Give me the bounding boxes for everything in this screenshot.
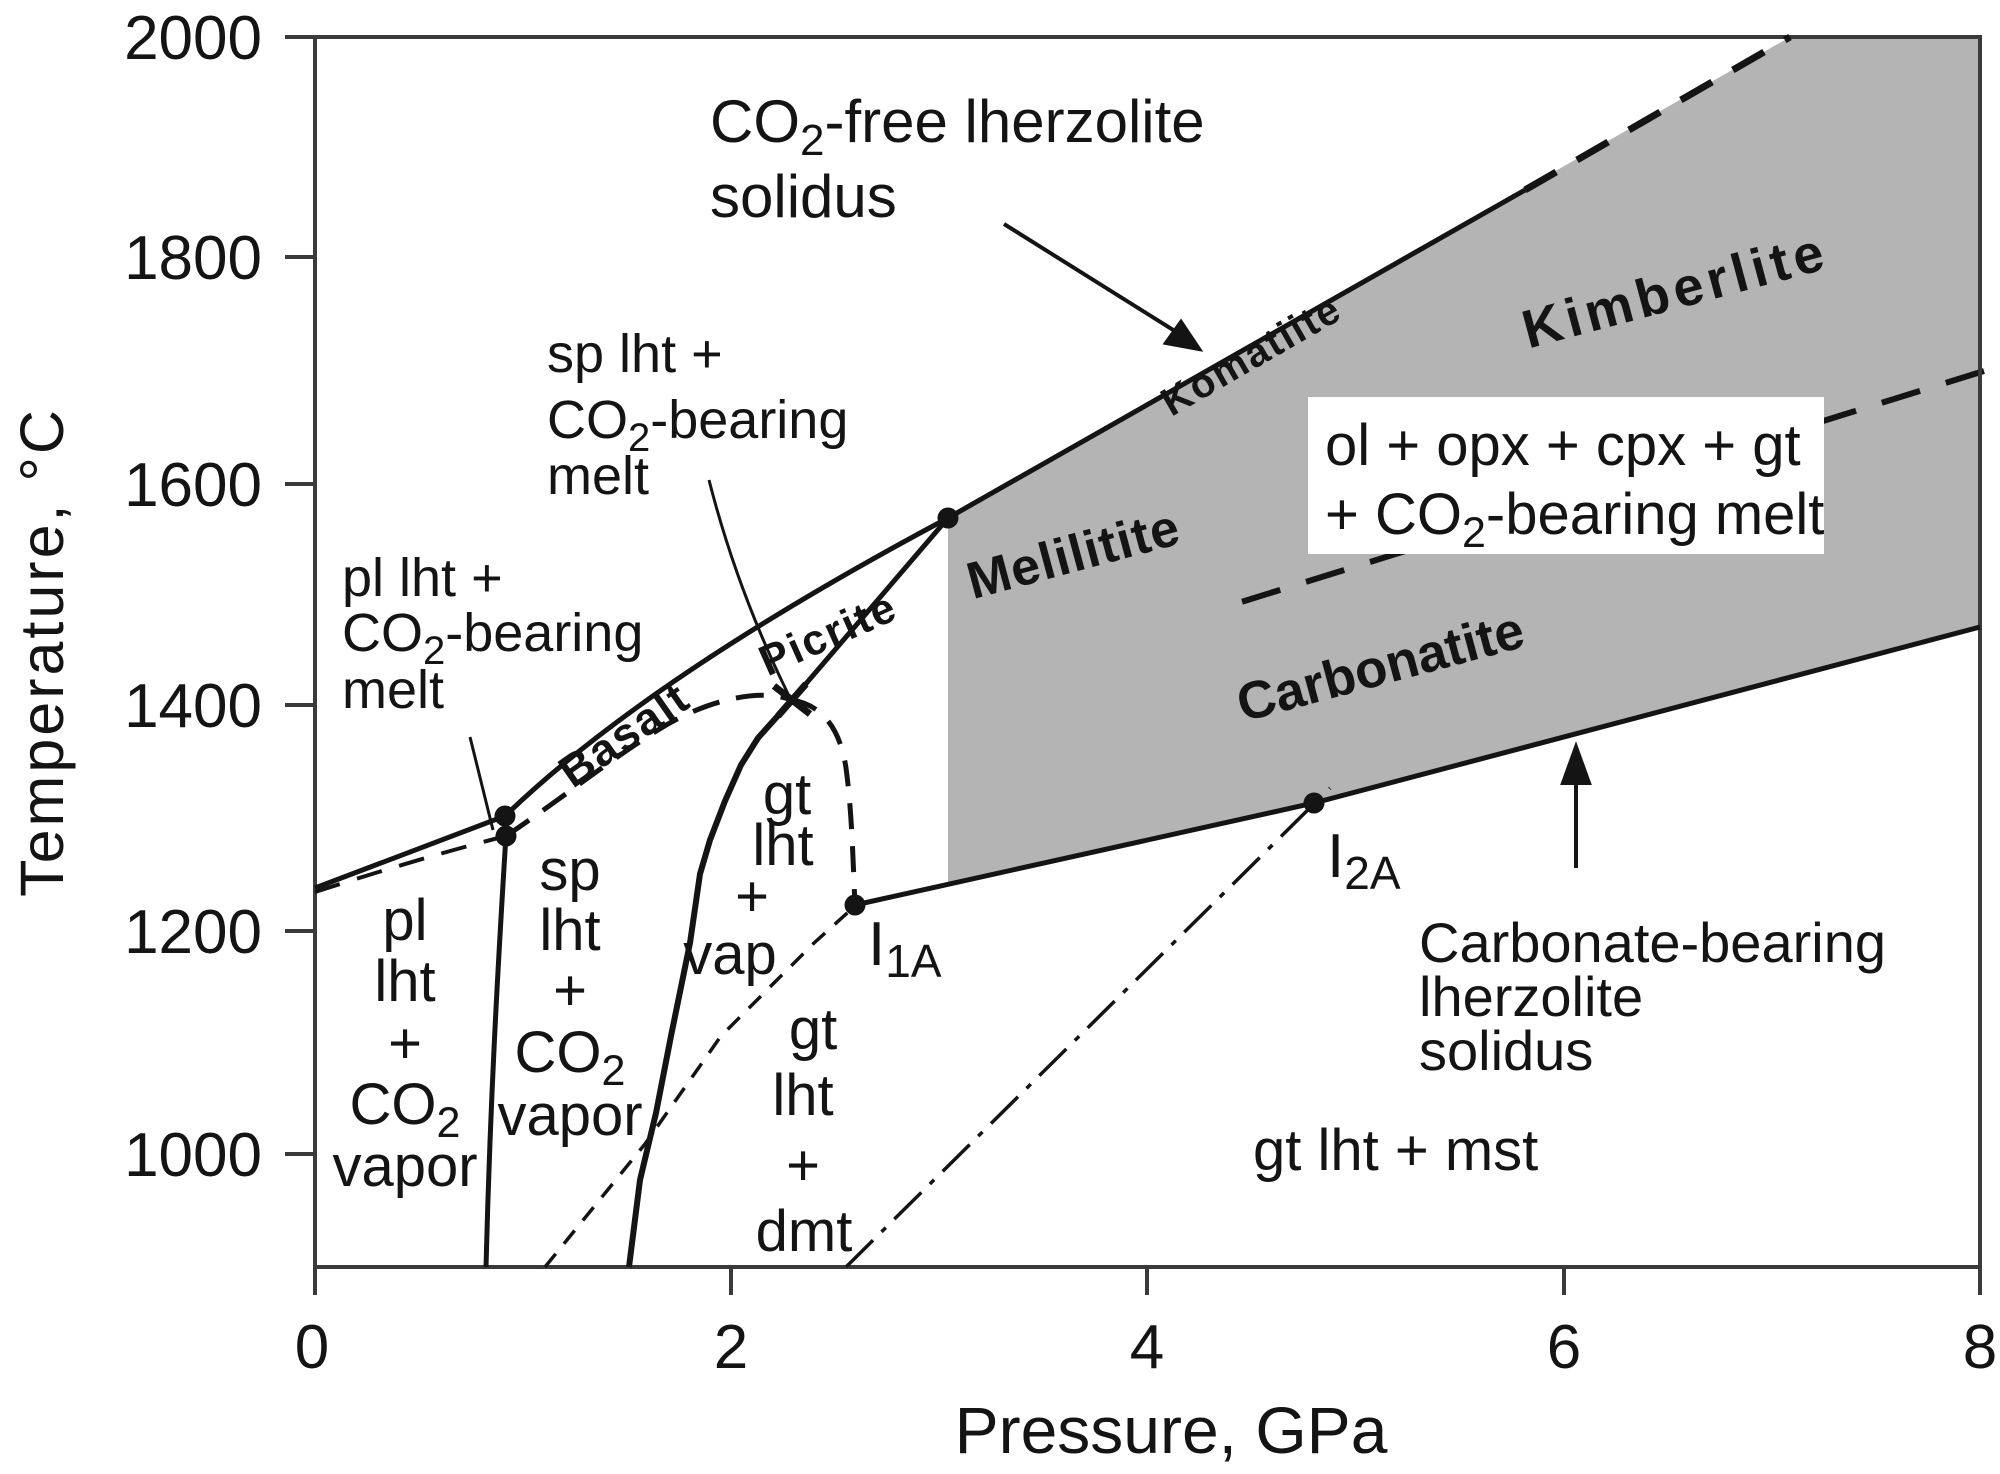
- svg-text:gt: gt: [763, 762, 811, 827]
- svg-text:2000: 2000: [124, 4, 262, 73]
- svg-text:solidus: solidus: [1419, 1019, 1593, 1082]
- svg-text:Carbonate-bearing: Carbonate-bearing: [1419, 911, 1886, 974]
- svg-text:lht: lht: [374, 949, 435, 1014]
- svg-text:1000: 1000: [124, 1121, 262, 1190]
- svg-text:+: +: [553, 958, 587, 1023]
- svg-text:sp lht +: sp lht +: [547, 324, 723, 384]
- svg-text:gt lht + mst: gt lht + mst: [1253, 1118, 1538, 1183]
- svg-text:4: 4: [1130, 1313, 1164, 1382]
- svg-text:1200: 1200: [124, 898, 262, 967]
- svg-text:8: 8: [1963, 1313, 1997, 1382]
- svg-text:lherzolite: lherzolite: [1419, 965, 1643, 1028]
- svg-text:vapor: vapor: [332, 1134, 477, 1199]
- svg-text:dmt: dmt: [756, 1199, 853, 1264]
- svg-text:+: +: [786, 1133, 820, 1198]
- svg-text:1400: 1400: [124, 672, 262, 741]
- svg-text:CO2-bearing: CO2-bearing: [547, 390, 848, 460]
- svg-text:pl: pl: [382, 888, 427, 953]
- svg-text:lht: lht: [539, 898, 600, 963]
- svg-text:gt: gt: [789, 997, 837, 1062]
- svg-text:lht: lht: [752, 813, 813, 878]
- svg-text:+ CO2-bearing melt: + CO2-bearing melt: [1325, 482, 1824, 557]
- svg-text:vap: vap: [683, 922, 777, 987]
- svg-text:melt: melt: [342, 660, 444, 720]
- svg-text:CO2-bearing: CO2-bearing: [342, 603, 643, 673]
- svg-text:solidus: solidus: [710, 163, 897, 230]
- svg-text:pl lht +: pl lht +: [342, 548, 503, 608]
- svg-text:lht: lht: [772, 1063, 833, 1128]
- svg-text:ol + opx + cpx + gt: ol + opx + cpx + gt: [1325, 413, 1801, 478]
- svg-text:CO2-free lherzolite: CO2-free lherzolite: [710, 88, 1205, 165]
- svg-text:Temperature, °C: Temperature, °C: [8, 407, 76, 897]
- svg-text:0: 0: [295, 1313, 329, 1382]
- svg-text:1800: 1800: [124, 224, 262, 293]
- svg-text:melt: melt: [547, 446, 649, 506]
- svg-text:vapor: vapor: [497, 1083, 642, 1148]
- svg-text:+: +: [735, 864, 769, 929]
- svg-text:+: +: [388, 1011, 422, 1076]
- svg-text:sp: sp: [539, 838, 600, 903]
- svg-text:Pressure, GPa: Pressure, GPa: [955, 1393, 1388, 1467]
- svg-text:2: 2: [714, 1313, 748, 1382]
- svg-text:1600: 1600: [124, 451, 262, 520]
- svg-text:6: 6: [1547, 1313, 1581, 1382]
